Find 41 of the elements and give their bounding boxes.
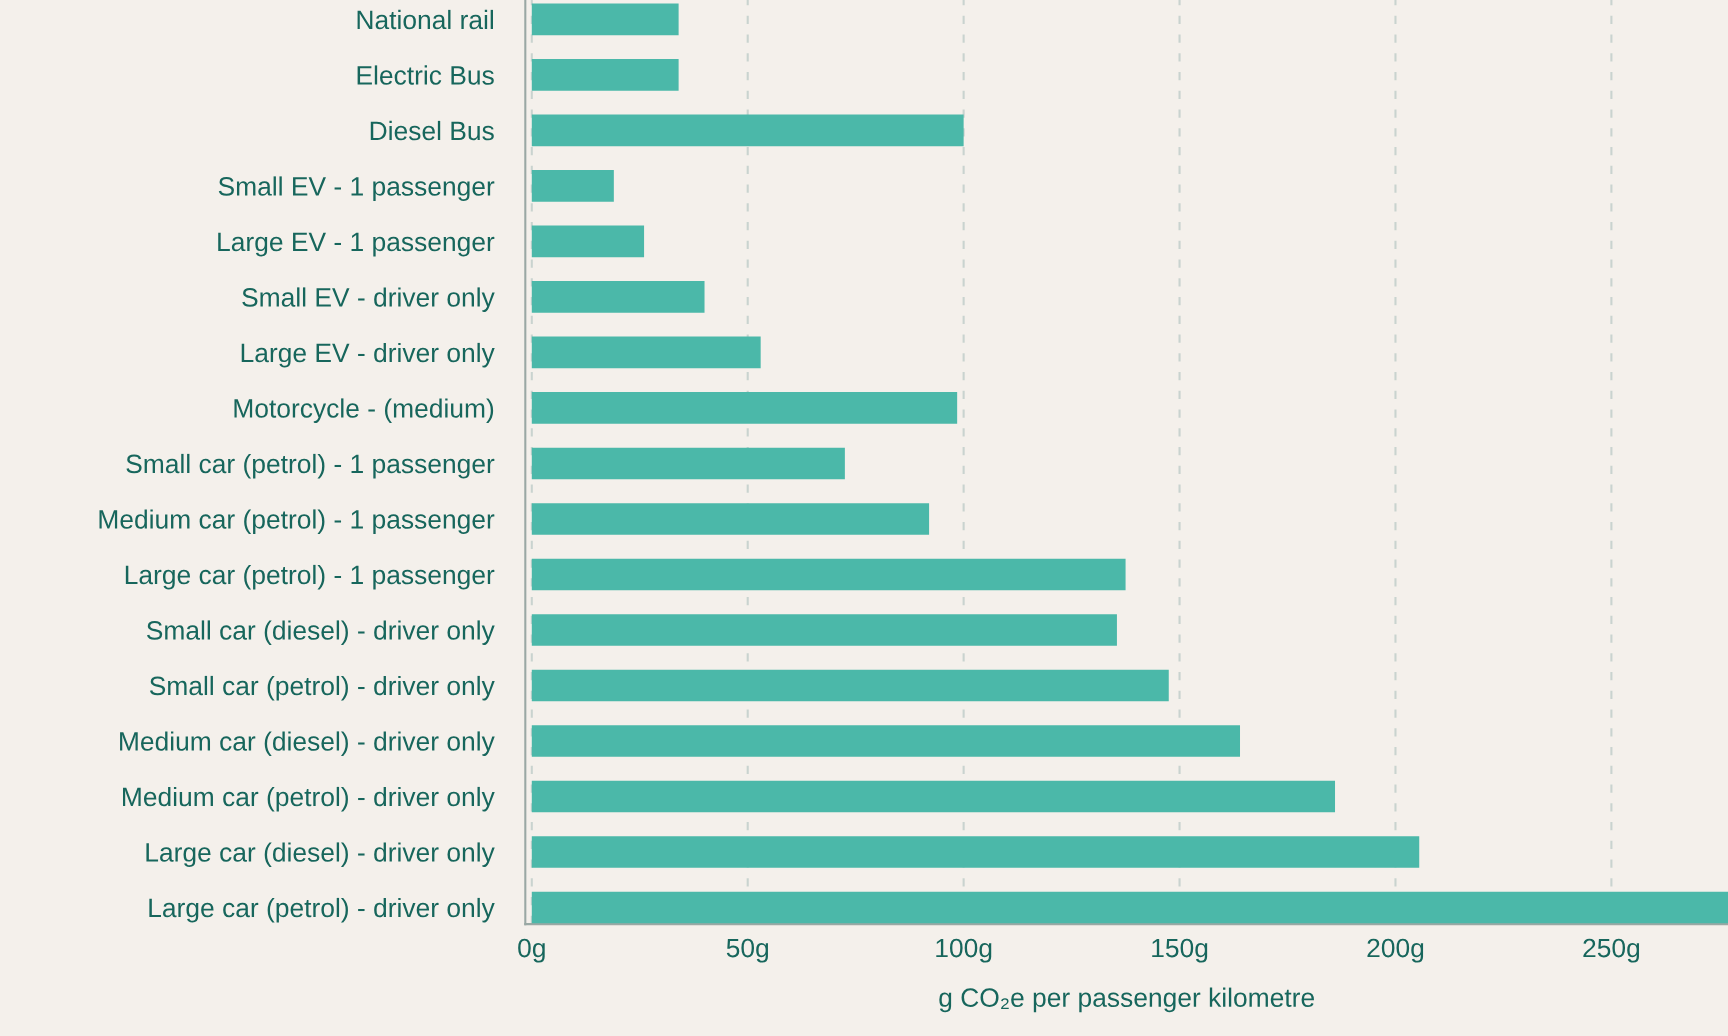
x-tick-label: 150g: [1152, 938, 1208, 963]
y-tick-label: Electric Bus: [357, 65, 494, 85]
y-tick-label: Small car (diesel) - driver only: [146, 620, 495, 645]
bar: [531, 891, 1728, 924]
y-tick-label: Small EV - 1 passenger: [218, 176, 495, 201]
x-tick-label: 100g: [936, 938, 992, 963]
x-tick-label: 0g: [518, 938, 545, 963]
bar: [531, 281, 705, 313]
bar: [531, 558, 1126, 591]
y-tick-label: Medium car (petrol) - driver only: [123, 786, 495, 812]
y-tick-label: Large EV - driver only: [241, 342, 495, 368]
x-tick-label: 250g: [1583, 938, 1640, 963]
bar: [531, 59, 679, 91]
bar: [531, 836, 1420, 868]
x-tick-label: 200g: [1367, 938, 1424, 963]
x-axis-title: g CO₂e per passenger kilometre: [939, 987, 1314, 1013]
bar: [531, 3, 679, 36]
y-tick-label: Small car (petrol) - 1 passenger: [126, 453, 495, 479]
bar: [531, 669, 1169, 702]
y-tick-label: Motorcycle - (medium): [234, 398, 494, 423]
bar: [531, 780, 1336, 813]
bar: [531, 392, 958, 424]
y-tick-label: National rail: [357, 9, 493, 30]
y-tick-label: Large car (petrol) - 1 passenger: [125, 564, 495, 590]
bar: [531, 170, 614, 202]
y-tick-label: Small car (petrol) - driver only: [149, 675, 495, 701]
y-tick-label: Large car (petrol) - driver only: [149, 897, 495, 923]
y-tick-label: Large EV - 1 passenger: [218, 232, 495, 257]
bar: [531, 447, 845, 480]
bar: [531, 225, 645, 258]
bar: [531, 725, 1241, 757]
y-tick-label: Large car (diesel) - driver only: [146, 842, 495, 867]
bar: [531, 336, 761, 369]
bar: [531, 114, 964, 147]
x-tick-label: 50g: [726, 938, 769, 963]
y-tick-label: Medium car (petrol) - 1 passenger: [99, 509, 495, 534]
bar: [531, 614, 1117, 646]
bar: [531, 503, 930, 535]
y-tick-label: Small EV - driver only: [242, 287, 495, 312]
y-tick-label: Medium car (diesel) - driver only: [120, 731, 495, 756]
y-tick-label: Diesel Bus: [370, 120, 494, 141]
